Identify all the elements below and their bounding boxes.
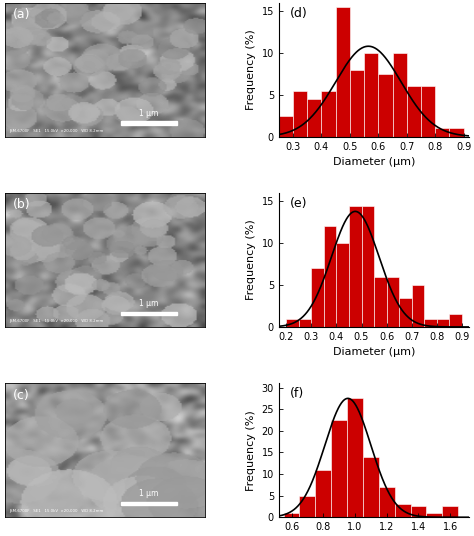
- Bar: [410, 507, 427, 517]
- Text: (f): (f): [290, 387, 304, 400]
- Bar: [286, 318, 299, 327]
- Text: 1 μm: 1 μm: [139, 109, 158, 118]
- Bar: [299, 318, 311, 327]
- Bar: [392, 53, 407, 137]
- Bar: [374, 277, 387, 327]
- Y-axis label: Frequency (%): Frequency (%): [246, 29, 256, 110]
- Bar: [121, 502, 177, 505]
- X-axis label: Diameter (μm): Diameter (μm): [333, 157, 415, 167]
- Bar: [407, 86, 421, 137]
- Bar: [350, 70, 364, 137]
- Text: (c): (c): [13, 389, 29, 401]
- Bar: [424, 318, 437, 327]
- Bar: [121, 121, 177, 125]
- Bar: [363, 457, 379, 517]
- Bar: [349, 205, 362, 327]
- Bar: [321, 91, 336, 137]
- Bar: [347, 398, 363, 517]
- Text: (e): (e): [290, 197, 308, 210]
- Bar: [387, 277, 399, 327]
- Bar: [300, 496, 315, 517]
- Bar: [437, 318, 449, 327]
- Text: JSM-6700F   SE1   15.0kV  ×20,000   WD 8.2mm: JSM-6700F SE1 15.0kV ×20,000 WD 8.2mm: [9, 129, 103, 133]
- Bar: [362, 205, 374, 327]
- Bar: [395, 504, 410, 517]
- Bar: [364, 53, 378, 137]
- Text: JSM-6700F   SE1   15.0kV  ×20,000   WD 8.2mm: JSM-6700F SE1 15.0kV ×20,000 WD 8.2mm: [9, 509, 103, 513]
- Bar: [121, 311, 177, 315]
- Text: (d): (d): [290, 6, 308, 20]
- Bar: [336, 7, 350, 137]
- Bar: [337, 243, 349, 327]
- Text: (b): (b): [13, 198, 30, 211]
- Bar: [435, 128, 449, 137]
- Bar: [315, 470, 331, 517]
- Bar: [307, 99, 321, 137]
- Bar: [283, 513, 300, 517]
- Text: (a): (a): [13, 8, 30, 21]
- Bar: [378, 74, 392, 137]
- Bar: [311, 269, 324, 327]
- Bar: [442, 507, 458, 517]
- Bar: [449, 315, 462, 327]
- Y-axis label: Frequency (%): Frequency (%): [246, 220, 256, 300]
- Text: 1 μm: 1 μm: [139, 489, 158, 498]
- Bar: [279, 116, 293, 137]
- Bar: [324, 226, 337, 327]
- Bar: [411, 285, 424, 327]
- Y-axis label: Frequency (%): Frequency (%): [246, 410, 256, 490]
- Bar: [399, 297, 411, 327]
- Bar: [331, 420, 347, 517]
- Text: JSM-6700F   SE1   15.0kV  ×20,000   WD 8.2mm: JSM-6700F SE1 15.0kV ×20,000 WD 8.2mm: [9, 319, 103, 323]
- Text: 1 μm: 1 μm: [139, 299, 158, 308]
- Bar: [421, 86, 435, 137]
- Bar: [427, 513, 442, 517]
- Bar: [379, 487, 395, 517]
- X-axis label: Diameter (μm): Diameter (μm): [333, 347, 415, 358]
- Bar: [449, 128, 464, 137]
- Bar: [293, 91, 307, 137]
